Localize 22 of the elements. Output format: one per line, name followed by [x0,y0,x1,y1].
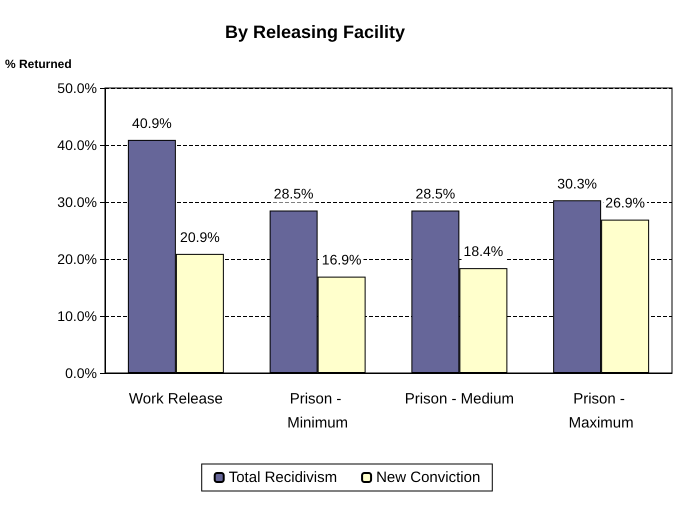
legend-label: Total Recidivism [228,469,338,486]
x-tick-label: Prison - Medium [404,390,514,408]
data-label: 26.9% [605,194,645,211]
data-label: 18.4% [464,243,504,260]
legend-label: New Conviction [376,469,480,486]
y-tick-label: 20.0% [57,251,97,267]
data-label: 40.9% [132,114,172,131]
data-label: 28.5% [274,186,314,202]
data-label: 16.9% [322,252,362,268]
y-axis-title: % Returned [5,57,72,71]
y-tick-label: 0.0% [65,365,97,381]
data-label: 20.9% [180,228,220,245]
chart-title: By Releasing Facility [224,22,406,42]
y-tick-label: 10.0% [57,308,97,324]
y-tick-label: 30.0% [57,194,97,210]
x-tick-label: Prison - Minimum [287,390,348,432]
data-label: 30.3% [557,175,597,192]
x-tick-label: Prison - Maximum [568,390,634,432]
x-tick-label: Work Release [128,390,223,408]
y-tick-label: 50.0% [57,80,97,96]
data-label: 28.5% [416,186,456,202]
y-tick-label: 40.0% [57,137,97,153]
